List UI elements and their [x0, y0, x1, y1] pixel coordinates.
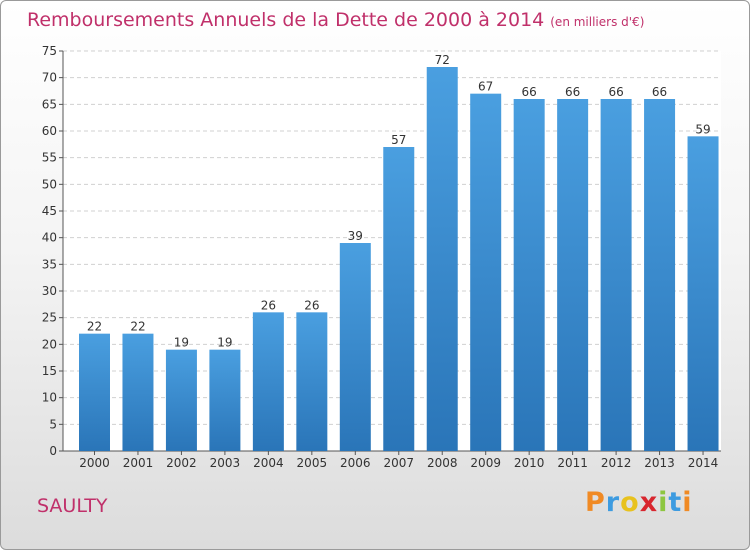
data-label: 26 — [261, 298, 276, 312]
data-label: 66 — [522, 85, 537, 99]
bar — [339, 243, 371, 451]
chart-title: Remboursements Annuels de la Dette de 20… — [27, 9, 644, 31]
data-label: 67 — [478, 80, 493, 94]
y-tick-label: 75 — [42, 44, 57, 58]
bar — [600, 99, 632, 451]
proxiti-logo: Proxiti — [585, 487, 693, 518]
x-tick-label: 2014 — [688, 456, 719, 470]
x-tick-label: 2010 — [514, 456, 545, 470]
bar — [122, 333, 154, 451]
bar — [644, 99, 676, 451]
x-tick-label: 2013 — [644, 456, 675, 470]
bar — [513, 99, 545, 451]
x-tick-label: 2011 — [557, 456, 588, 470]
data-label: 22 — [130, 320, 145, 334]
x-tick-label: 2002 — [166, 456, 197, 470]
bar — [79, 333, 110, 451]
logo-letter: o — [620, 487, 640, 518]
bar — [252, 312, 284, 451]
data-label: 66 — [608, 85, 623, 99]
bar — [470, 93, 502, 452]
data-label: 57 — [391, 133, 406, 147]
chart-title-text: Remboursements Annuels de la Dette de 20… — [27, 9, 545, 31]
y-tick-label: 70 — [42, 71, 57, 85]
bar — [165, 349, 197, 451]
y-tick-label: 65 — [42, 97, 57, 111]
data-label: 72 — [435, 53, 450, 67]
bar — [557, 99, 589, 451]
y-tick-label: 30 — [42, 284, 57, 298]
data-label: 39 — [348, 229, 363, 243]
x-tick-label: 2012 — [601, 456, 632, 470]
y-tick-label: 15 — [42, 364, 57, 378]
y-tick-label: 25 — [42, 311, 57, 325]
data-label: 66 — [652, 85, 667, 99]
bar — [383, 147, 415, 451]
chart-title-unit: (en milliers d'€) — [550, 15, 645, 29]
y-tick-label: 10 — [42, 391, 57, 405]
data-label: 26 — [304, 298, 319, 312]
logo-letter: t — [668, 487, 683, 518]
y-tick-label: 35 — [42, 257, 57, 271]
bar — [426, 67, 458, 451]
data-label: 19 — [217, 336, 232, 350]
y-tick-label: 55 — [42, 151, 57, 165]
y-tick-label: 20 — [42, 337, 57, 351]
data-label: 22 — [87, 320, 102, 334]
y-tick-label: 40 — [42, 231, 57, 245]
y-tick-label: 50 — [42, 177, 57, 191]
x-tick-label: 2005 — [297, 456, 328, 470]
logo-letter: x — [639, 487, 659, 518]
x-tick-label: 2000 — [79, 456, 110, 470]
place-name: SAULTY — [37, 495, 108, 517]
y-tick-label: 60 — [42, 124, 57, 138]
x-tick-label: 2008 — [427, 456, 458, 470]
x-tick-label: 2009 — [470, 456, 501, 470]
logo-letter: P — [585, 487, 606, 518]
x-tick-label: 2007 — [383, 456, 414, 470]
bar — [687, 136, 719, 452]
logo-letter: i — [682, 487, 693, 518]
x-tick-label: 2006 — [340, 456, 371, 470]
data-label: 19 — [174, 336, 189, 350]
y-tick-label: 0 — [49, 444, 57, 458]
data-label: 59 — [695, 122, 710, 136]
bar — [209, 349, 241, 451]
x-tick-label: 2001 — [123, 456, 154, 470]
y-tick-label: 5 — [49, 417, 57, 431]
x-tick-label: 2003 — [210, 456, 241, 470]
bar — [296, 312, 328, 451]
logo-letter: i — [658, 487, 669, 518]
logo-letter: r — [605, 487, 621, 518]
data-label: 66 — [565, 85, 580, 99]
x-tick-label: 2004 — [253, 456, 284, 470]
y-tick-label: 45 — [42, 204, 57, 218]
